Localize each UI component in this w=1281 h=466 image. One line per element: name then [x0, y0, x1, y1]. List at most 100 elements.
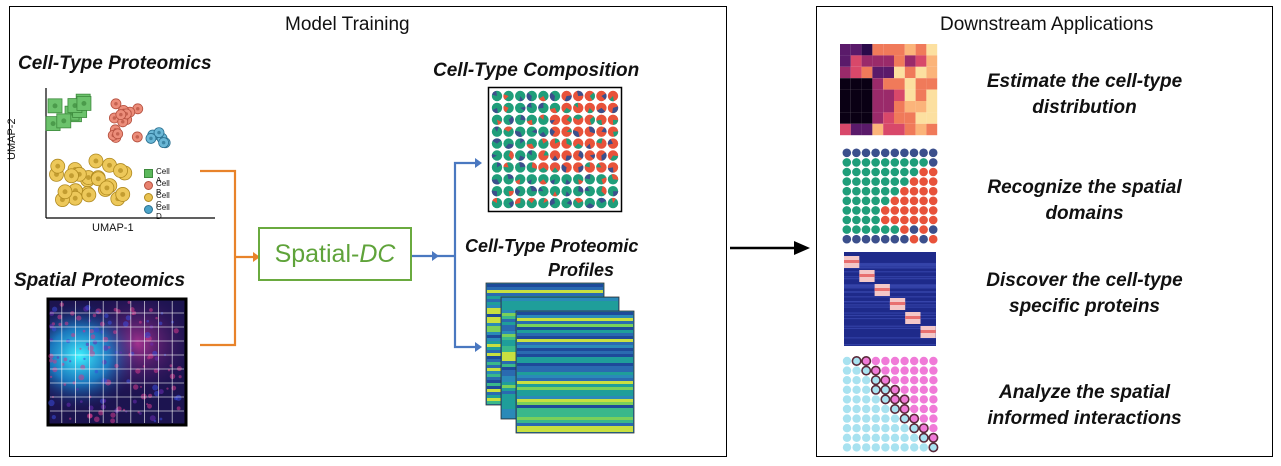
composition-slice — [598, 197, 607, 204]
composition-slice — [566, 115, 572, 123]
umap-cell-nucleus — [81, 100, 87, 106]
heatmap-cell — [926, 89, 938, 101]
interaction-spot — [870, 384, 881, 395]
profile-row — [517, 366, 633, 369]
interaction-spot — [852, 385, 861, 394]
composition-spot — [584, 150, 595, 161]
protein-row — [844, 291, 936, 293]
domain-spot — [919, 206, 928, 215]
composition-slice — [508, 200, 514, 208]
interaction-spot — [851, 356, 862, 366]
composition-slice — [578, 179, 584, 185]
composition-slice — [549, 107, 558, 114]
interaction-spot — [862, 433, 871, 442]
composition-slice — [531, 128, 537, 134]
interaction-spot — [842, 404, 852, 414]
composition-slice — [573, 114, 583, 120]
tissue-speckle — [99, 321, 105, 327]
domain-spot — [880, 196, 890, 206]
composition-slice — [551, 167, 559, 173]
composition-slice — [565, 155, 572, 161]
domain-spot — [909, 177, 919, 186]
domain-spot — [890, 158, 900, 167]
interaction-spot — [871, 433, 880, 442]
profile-row — [487, 284, 603, 287]
heatmap-cell — [926, 101, 938, 113]
heatmap-cell — [894, 78, 905, 90]
interaction-spot — [862, 443, 871, 452]
interaction-spot — [862, 414, 871, 423]
composition-spot — [515, 102, 526, 114]
interaction-spot — [880, 394, 891, 405]
domain-spot — [909, 225, 919, 234]
domain-spot — [880, 206, 890, 215]
heatmap-cell — [861, 112, 873, 124]
heatmap-cell — [915, 55, 927, 67]
domain-spot — [861, 215, 871, 225]
composition-slice — [492, 107, 498, 114]
umap-cell-nucleus — [118, 168, 123, 174]
composition-slice — [515, 197, 521, 205]
heatmap-cell — [850, 55, 862, 67]
composition-slice — [549, 198, 555, 206]
umap-cell-nucleus — [50, 121, 56, 127]
domain-spot — [861, 186, 871, 196]
profile-row — [517, 321, 633, 324]
interaction-spot — [881, 443, 890, 452]
interaction-spot — [880, 375, 891, 386]
domain-spot — [909, 158, 919, 167]
domain-spot — [861, 234, 871, 244]
tissue-speckle — [126, 379, 131, 384]
composition-slice — [601, 93, 607, 100]
composition-slice — [504, 126, 513, 132]
composition-slice — [526, 119, 533, 125]
interaction-spot — [929, 424, 938, 433]
profile-row — [517, 378, 633, 381]
composition-slice — [596, 163, 602, 168]
composition-slice — [596, 119, 603, 125]
domain-spot — [909, 215, 919, 225]
interaction-spot — [910, 443, 919, 452]
tissue-speckle — [147, 356, 151, 360]
interaction-spot — [900, 376, 909, 385]
composition-slice — [584, 186, 590, 192]
composition-slice — [539, 179, 547, 185]
interaction-spot — [900, 366, 909, 375]
heatmap-cell — [915, 123, 927, 136]
protein-heatmap-icon — [844, 252, 936, 346]
umap-cell-nucleus — [112, 116, 117, 120]
tissue-speckle — [176, 406, 181, 411]
heatmap-cell — [861, 44, 873, 56]
heatmap-cell — [894, 89, 905, 101]
interaction-spot — [871, 424, 880, 433]
profile-row — [517, 339, 633, 342]
composition-slice — [515, 187, 521, 196]
heatmap-cell — [850, 89, 862, 101]
protein-block-peak — [844, 260, 860, 263]
tissue-speckle — [101, 359, 107, 365]
tissue-speckle — [155, 316, 158, 320]
domain-spot — [909, 167, 919, 177]
composition-slice — [508, 116, 514, 125]
interaction-spot — [881, 414, 890, 423]
tissue-speckle — [104, 313, 109, 319]
protein-row — [844, 287, 936, 289]
protein-row — [844, 285, 936, 287]
umap-cell-nucleus — [135, 135, 140, 139]
profile-row — [517, 429, 633, 432]
profile-row — [517, 312, 633, 315]
heatmap-cell — [872, 44, 884, 56]
composition-slice — [578, 186, 584, 193]
tissue-speckle — [69, 360, 72, 363]
domain-spot — [890, 215, 900, 225]
composition-slice — [539, 114, 544, 120]
heatmap-cell — [850, 112, 862, 124]
domain-spot — [919, 177, 928, 186]
interaction-spot — [910, 433, 919, 442]
interaction-spot — [889, 394, 900, 405]
interaction-spot — [852, 366, 861, 375]
composition-slice — [543, 150, 549, 156]
domain-spot — [842, 215, 852, 225]
interaction-spot — [852, 404, 861, 414]
composition-slice — [589, 92, 595, 101]
